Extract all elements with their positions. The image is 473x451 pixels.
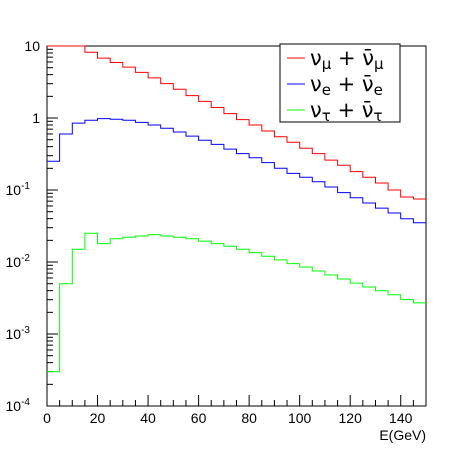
legend-label-nue: νe + ν̄e bbox=[310, 72, 383, 99]
x-tick-label: 80 bbox=[241, 410, 257, 426]
y-tick-label: 10-3 bbox=[6, 325, 31, 342]
y-tick-label: 10-1 bbox=[6, 181, 31, 198]
series-line-nutau bbox=[47, 232, 426, 373]
y-tick-label: 10-2 bbox=[6, 253, 31, 270]
series-line-numu bbox=[47, 45, 426, 200]
legend-box bbox=[279, 43, 401, 123]
legend: νμ + ν̄μνe + ν̄eντ + ν̄τ bbox=[279, 43, 401, 125]
x-tick-label: 120 bbox=[339, 410, 363, 426]
x-tick-label: 140 bbox=[389, 410, 413, 426]
series-layer bbox=[47, 45, 426, 373]
y-tick-label: 10 bbox=[24, 38, 40, 54]
x-tick-label: 100 bbox=[288, 410, 312, 426]
x-tick-label: 0 bbox=[43, 410, 51, 426]
y-tick-label: 1 bbox=[32, 110, 40, 126]
x-tick-label: 40 bbox=[140, 410, 156, 426]
legend-label-nutau: ντ + ν̄τ bbox=[310, 98, 382, 125]
legend-label-numu: νμ + ν̄μ bbox=[310, 46, 384, 73]
x-axis-title: E(GeV) bbox=[379, 427, 426, 443]
x-tick-label: 60 bbox=[191, 410, 207, 426]
series-line-nue bbox=[47, 118, 426, 224]
axis-ticks: 0 20 40 60 80 100 120 140 10-4 10-3 10-2 10-1 1 10 bbox=[6, 38, 427, 426]
y-tick-label: 10-4 bbox=[6, 397, 31, 414]
x-tick-label: 20 bbox=[90, 410, 106, 426]
